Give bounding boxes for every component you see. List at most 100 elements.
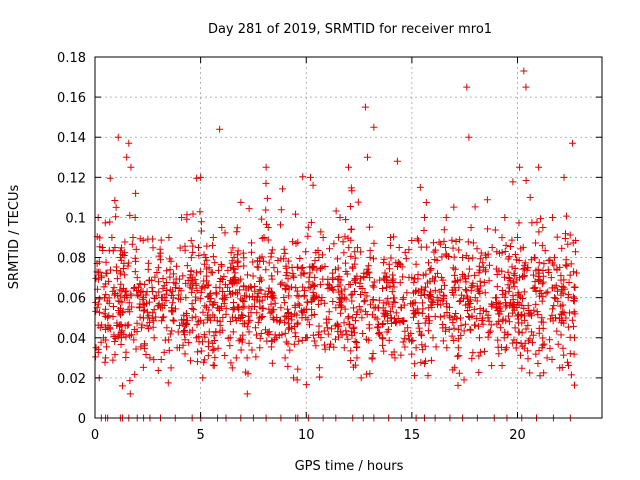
data-point xyxy=(373,315,381,323)
data-point xyxy=(305,278,313,286)
data-point xyxy=(526,193,534,201)
data-point xyxy=(415,309,423,317)
data-point xyxy=(425,294,433,302)
data-point xyxy=(381,311,389,319)
data-point xyxy=(256,344,264,352)
data-point xyxy=(195,244,203,252)
data-point xyxy=(252,324,260,332)
data-point xyxy=(192,313,200,321)
data-point xyxy=(129,234,137,241)
data-point xyxy=(204,352,212,360)
data-point xyxy=(201,284,209,292)
data-point xyxy=(550,254,558,262)
data-point xyxy=(566,271,574,279)
data-point xyxy=(289,238,297,246)
data-point xyxy=(421,213,429,221)
data-point xyxy=(196,295,204,303)
y-tick-label: 0.14 xyxy=(57,131,86,146)
data-point xyxy=(530,254,538,262)
data-point xyxy=(189,210,197,218)
data-point xyxy=(183,211,191,219)
data-point xyxy=(195,252,203,260)
data-point xyxy=(140,307,148,315)
data-point xyxy=(501,247,509,255)
data-point xyxy=(570,268,578,276)
data-point xyxy=(512,256,520,264)
data-point xyxy=(337,309,345,317)
data-point xyxy=(553,233,561,241)
data-point xyxy=(511,272,519,280)
data-point xyxy=(566,231,574,239)
data-point xyxy=(165,234,173,241)
data-point xyxy=(273,334,281,342)
data-point xyxy=(265,284,273,292)
data-point xyxy=(149,309,157,317)
data-points xyxy=(92,67,581,398)
data-point xyxy=(135,292,143,300)
y-tick-label: 0.16 xyxy=(57,91,86,106)
data-point xyxy=(253,294,261,302)
data-point xyxy=(178,213,186,221)
data-point xyxy=(228,257,236,265)
data-point xyxy=(513,339,521,347)
data-point xyxy=(162,290,170,298)
data-point xyxy=(475,262,483,270)
data-point xyxy=(510,283,518,291)
data-point xyxy=(115,309,123,317)
data-point xyxy=(280,245,288,253)
data-point xyxy=(471,294,479,302)
data-point xyxy=(333,320,341,328)
data-point xyxy=(300,270,308,278)
data-point xyxy=(309,181,317,189)
data-point xyxy=(144,235,152,243)
data-point xyxy=(464,272,472,280)
data-point xyxy=(144,265,152,273)
data-point xyxy=(310,337,318,345)
data-point xyxy=(229,328,237,336)
data-point xyxy=(150,334,158,342)
data-point xyxy=(379,320,387,328)
data-point xyxy=(121,322,129,330)
data-point xyxy=(102,354,110,362)
data-point xyxy=(426,290,434,298)
data-point xyxy=(210,332,218,340)
data-point xyxy=(221,352,229,360)
data-point xyxy=(519,243,527,251)
data-point xyxy=(412,344,420,352)
data-point xyxy=(424,259,432,267)
data-point xyxy=(283,305,291,313)
data-point xyxy=(411,360,419,368)
data-point xyxy=(484,314,492,322)
data-point xyxy=(538,297,546,305)
data-point xyxy=(417,291,425,299)
data-point xyxy=(229,244,237,252)
data-point xyxy=(443,303,451,311)
data-point xyxy=(126,211,134,219)
data-point xyxy=(563,262,571,270)
data-point xyxy=(488,244,496,252)
data-point xyxy=(315,364,323,372)
data-point xyxy=(222,310,230,318)
data-point xyxy=(508,236,516,244)
data-point xyxy=(357,291,365,299)
data-point xyxy=(196,208,204,216)
data-point xyxy=(510,270,518,278)
data-point xyxy=(507,242,515,250)
data-point xyxy=(239,249,247,257)
data-point xyxy=(459,270,467,278)
data-point xyxy=(252,353,260,361)
data-point xyxy=(207,294,215,302)
data-point xyxy=(476,348,484,356)
data-point xyxy=(216,125,224,133)
data-point xyxy=(245,304,253,312)
data-point xyxy=(197,227,205,235)
data-point xyxy=(148,314,156,322)
y-tick-label: 0.02 xyxy=(57,372,86,387)
data-point xyxy=(380,347,388,355)
data-point xyxy=(132,189,140,197)
data-point xyxy=(193,287,201,295)
data-point xyxy=(512,344,520,352)
data-point xyxy=(102,269,110,277)
y-axis-label: SRMTID / TECUs xyxy=(7,185,22,290)
data-point xyxy=(462,278,470,286)
